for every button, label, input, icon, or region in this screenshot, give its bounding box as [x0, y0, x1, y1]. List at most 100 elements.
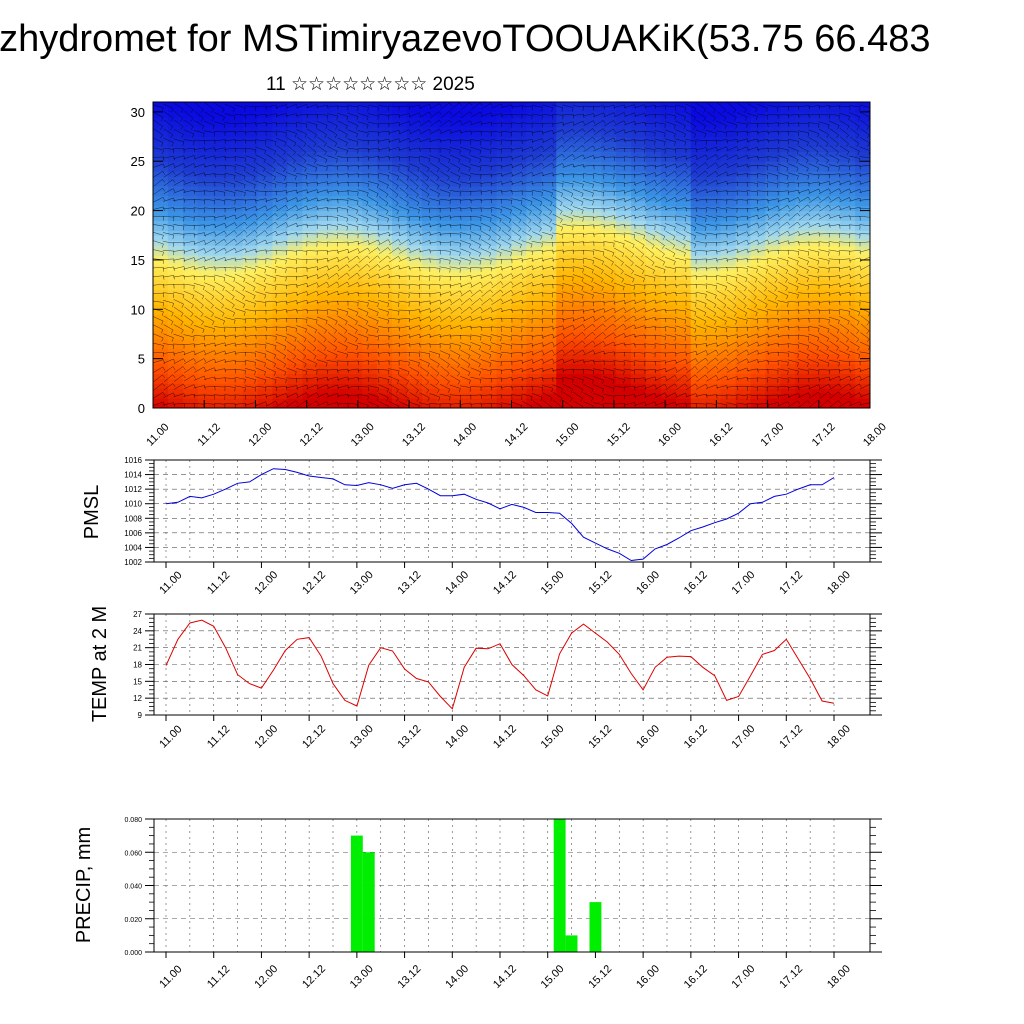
heat-cell	[765, 210, 781, 217]
heat-cell	[317, 126, 333, 133]
heat-cell	[780, 131, 796, 138]
wind-barb	[429, 393, 440, 398]
heat-cell	[765, 383, 781, 389]
heat-cell	[780, 304, 796, 310]
wind-barb	[418, 148, 430, 150]
wind-barb	[214, 368, 225, 372]
heat-cell	[810, 378, 826, 384]
heat-cell	[496, 116, 513, 123]
heat-cell	[750, 269, 766, 276]
wind-barb	[153, 366, 163, 373]
heat-cell	[406, 319, 423, 325]
wind-barb	[214, 121, 225, 125]
wind-barb-flag	[293, 347, 297, 351]
wind-barb	[153, 147, 164, 151]
wind-barb-flag	[406, 398, 409, 402]
heat-cell	[466, 121, 483, 128]
heat-cell	[421, 373, 438, 379]
wind-barb	[389, 196, 399, 204]
wind-barb-flag	[224, 327, 226, 332]
heat-cell	[466, 161, 483, 167]
heat-cell	[810, 195, 826, 202]
heat-cell	[347, 338, 363, 345]
wind-barb	[327, 340, 337, 348]
wind-barb	[275, 197, 287, 203]
heat-cell	[332, 338, 348, 345]
wind-barb	[286, 137, 297, 144]
heat-cell	[690, 343, 707, 350]
heat-cell	[855, 279, 870, 286]
heat-cell	[153, 383, 169, 389]
heat-cell	[840, 116, 856, 123]
wind-barb	[306, 206, 318, 211]
wind-barb	[388, 308, 400, 312]
heat-cell	[257, 210, 274, 217]
heat-cell	[571, 348, 587, 355]
wind-barb-flag	[201, 295, 205, 300]
wind-barb	[285, 385, 297, 389]
heat-cell	[197, 378, 214, 384]
heat-cell	[556, 309, 572, 315]
heat-cell	[511, 185, 527, 192]
heat-cell	[526, 111, 542, 118]
heat-cell	[586, 383, 602, 389]
heat-cell	[436, 319, 453, 325]
wind-barb	[347, 351, 359, 354]
heat-cell	[182, 274, 199, 281]
wind-barb	[398, 325, 410, 329]
heat-cell	[840, 334, 856, 340]
wind-barb-flag	[409, 326, 411, 331]
heat-cell	[660, 289, 677, 295]
wind-barb	[193, 207, 205, 210]
wind-barb-flag	[170, 329, 174, 334]
heat-cell	[601, 121, 617, 128]
heat-cell	[601, 245, 617, 251]
heat-cell	[541, 141, 557, 147]
heat-cell	[436, 383, 453, 389]
heat-cell	[227, 388, 244, 394]
heat-cell	[765, 334, 781, 340]
heat-cell	[257, 269, 274, 276]
heat-cell	[780, 343, 796, 350]
heat-cell	[451, 190, 468, 197]
heat-cell	[167, 176, 184, 182]
heat-cell	[287, 255, 303, 261]
heat-cell	[571, 131, 587, 138]
heat-cell	[242, 230, 259, 236]
heat-cell	[392, 378, 408, 384]
heat-cell	[810, 299, 826, 305]
wind-barb-flag	[398, 294, 400, 299]
wind-barb-flag	[192, 295, 195, 300]
wind-barb	[398, 137, 410, 143]
wind-barb-flag	[245, 343, 247, 348]
wind-barb-flag	[376, 218, 379, 223]
heat-cell	[586, 269, 602, 276]
heat-cell	[795, 190, 811, 197]
heat-cell	[242, 161, 259, 167]
heat-cell	[571, 146, 587, 152]
heat-cell	[153, 156, 169, 162]
heat-cell	[496, 230, 513, 236]
heat-cell	[541, 181, 557, 187]
wind-barb-flag	[324, 330, 327, 334]
wind-barb	[163, 103, 174, 109]
wind-barb	[326, 376, 338, 380]
wind-barb-flag	[426, 194, 430, 198]
heat-cell	[616, 368, 632, 374]
heat-cell	[317, 235, 333, 241]
heat-cell	[720, 136, 737, 142]
heat-cell	[197, 388, 214, 394]
wind-barb-flag	[265, 249, 267, 254]
heat-cell	[780, 289, 796, 295]
heat-cell	[571, 220, 587, 226]
heat-cell	[675, 176, 692, 182]
wind-barb-flag	[355, 338, 358, 343]
heat-cell	[242, 220, 259, 226]
wind-barb	[276, 153, 286, 161]
heat-cell	[511, 259, 527, 266]
heat-cell	[735, 126, 752, 133]
heat-cell	[317, 102, 333, 108]
heat-cell	[735, 309, 752, 315]
heat-cell	[227, 171, 244, 177]
wind-barb	[306, 215, 318, 219]
